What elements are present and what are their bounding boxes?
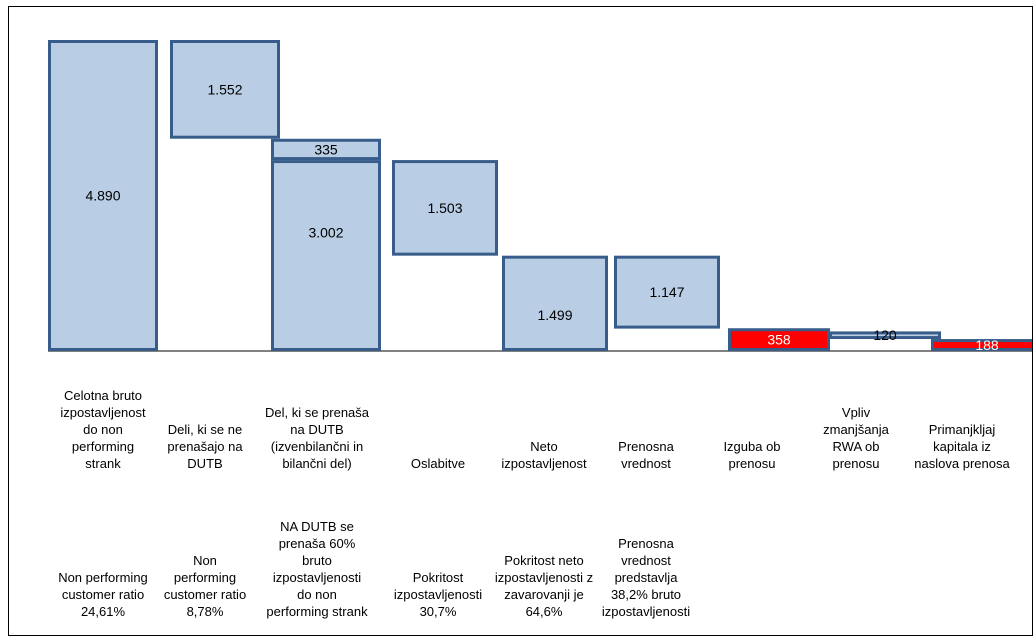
waterfall-bar-2 <box>271 138 381 161</box>
bar-value-label-4: 1.503 <box>427 200 462 216</box>
annotation-label-5: Prenosna vrednost predstavlja 38,2% brut… <box>601 536 691 619</box>
bar-value-label-7: 358 <box>767 332 791 348</box>
waterfall-chart: 4.890 1.552 335 3.002 1.503 1.499 1.147 358 120 1… <box>48 40 1032 353</box>
category-label-9: Primanjkljaj kapitala iz naslova prenosa <box>914 422 1010 471</box>
bar-value-label-2: 335 <box>314 141 338 157</box>
waterfall-bar-8 <box>829 331 941 340</box>
bar-value-label-8: 120 <box>873 327 897 343</box>
annotation-label-2: NA DUTB se prenaša 60% bruto izpostavlje… <box>266 519 368 619</box>
bar-value-label-0: 4.890 <box>85 188 120 204</box>
waterfall-bar-4 <box>392 160 498 256</box>
waterfall-bar-0 <box>48 40 158 351</box>
waterfall-bar-6 <box>614 255 720 329</box>
category-label-2: Del, ki se prenaša na DUTB (izvenbilančn… <box>264 405 370 471</box>
waterfall-bar-5 <box>502 255 608 351</box>
category-label-5: Neto izpostavljenost <box>501 439 587 471</box>
annotation-label-0: Non performing customer ratio 24,61% <box>58 570 148 619</box>
waterfall-bar-3 <box>271 160 381 351</box>
waterfall-bar-9 <box>931 339 1032 352</box>
waterfall-bar-1 <box>170 40 280 139</box>
bar-value-label-6: 1.147 <box>649 284 684 300</box>
category-label-6: Prenosna vrednost <box>618 439 674 471</box>
category-label-7: Izguba ob prenosu <box>723 439 781 471</box>
waterfall-bar-7 <box>728 328 830 352</box>
category-label-0: Celotna bruto izpostavljenost do non per… <box>60 388 146 471</box>
annotation-label-4: Pokritost neto izpostavljenosti z zavaro… <box>494 553 594 619</box>
annotation-label-3: Pokritost izpostavljenosti 30,7% <box>393 570 483 619</box>
category-label-4: Oslabitve <box>410 456 466 471</box>
category-label-1: Deli, ki se ne prenašajo na DUTB <box>167 422 243 471</box>
bar-value-label-9: 188 <box>975 337 999 353</box>
bar-value-label-3: 3.002 <box>308 225 343 241</box>
annotation-label-1: Non performing customer ratio 8,78% <box>163 553 247 619</box>
chart-frame: 4.890 1.552 335 3.002 1.503 1.499 1.147 358 120 1… <box>8 6 1033 636</box>
category-label-8: Vpliv zmanjšanja RWA ob prenosu <box>823 405 889 471</box>
bar-value-label-1: 1.552 <box>207 81 242 97</box>
bar-value-label-5: 1.499 <box>537 307 572 323</box>
